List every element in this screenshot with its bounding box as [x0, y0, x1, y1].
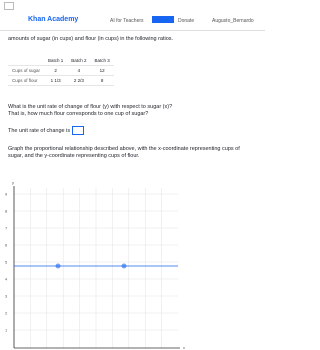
x-axis-label: x — [183, 345, 185, 350]
cell: 4 — [67, 65, 91, 76]
answer-row: The unit rate of change is — [8, 126, 84, 135]
brand[interactable]: Khan Academy — [28, 16, 79, 23]
top-bar: Khan Academy AI for Teachers Donate Augu… — [0, 0, 265, 31]
cell — [8, 56, 45, 66]
y-tick-label: 4 — [5, 277, 8, 282]
menu-icon[interactable] — [4, 2, 14, 10]
page: {"header": {"brand": "Khan Academy", "li… — [0, 0, 265, 350]
search-box[interactable] — [152, 16, 174, 23]
grid — [13, 188, 178, 348]
y-tick-label: 7 — [5, 226, 8, 231]
answer-input[interactable] — [71, 126, 84, 135]
question: What is the unit rate of change of flour… — [8, 104, 173, 110]
cell: 2 — [44, 65, 68, 76]
y-tick-label: 9 — [5, 192, 8, 197]
y-tick-label: 3 — [5, 294, 8, 299]
header-cell: Batch 2 — [67, 56, 91, 66]
row-header: Cups of sugar — [8, 65, 45, 76]
cell: 8 — [90, 75, 114, 86]
graph-point[interactable] — [121, 263, 127, 269]
ratio-table: Batch 1 Batch 2 Batch 3 Cups of sugar 2 … — [8, 56, 114, 86]
question-sub: That is, how much flour corresponds to o… — [8, 111, 149, 117]
cell: 2 2/3 — [67, 75, 91, 86]
header-cell: Batch 3 — [90, 56, 114, 66]
header-cell: Batch 1 — [44, 56, 68, 66]
cell: 12 — [90, 65, 114, 76]
nav-link[interactable]: Donate — [178, 18, 195, 24]
y-tick-label: 2 — [5, 311, 8, 316]
answer-prompt: The unit rate of change is — [8, 127, 71, 134]
intro: amounts of sugar (in cups) and flour (in… — [8, 36, 174, 42]
user-menu[interactable]: Augusto_Bernardo — [212, 18, 254, 24]
row-header: Cups of flour — [8, 75, 45, 86]
cell: 1 1/3 — [44, 75, 68, 86]
graph[interactable]: y x 9 8 7 6 5 4 3 2 1 — [0, 180, 265, 350]
y-axis-label: y — [12, 180, 14, 185]
y-tick-label: 1 — [5, 328, 8, 333]
y-tick-label: 6 — [5, 243, 8, 248]
nav-link[interactable]: AI for Teachers — [110, 18, 144, 24]
graph-point[interactable] — [55, 263, 61, 269]
y-tick-label: 8 — [5, 209, 8, 214]
y-tick-label: 5 — [5, 260, 8, 265]
graph-prompt: Graph the proportional relationship desc… — [8, 146, 240, 159]
